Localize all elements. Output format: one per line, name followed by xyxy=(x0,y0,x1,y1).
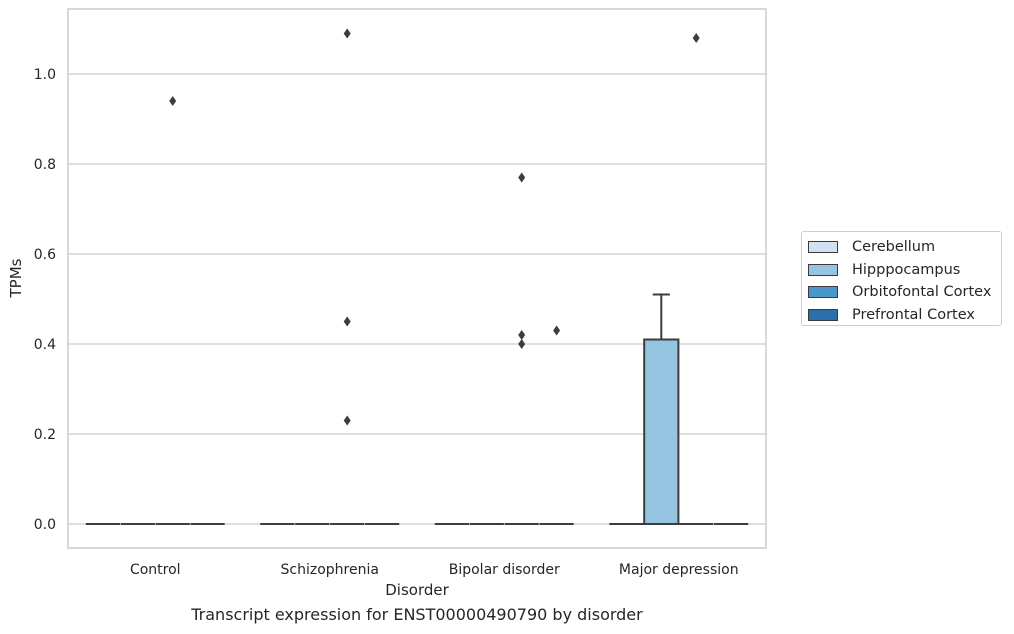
legend-swatch xyxy=(808,263,838,276)
box-body xyxy=(643,338,680,525)
x-tick-label: Bipolar disorder xyxy=(449,562,560,578)
x-tick-label: Control xyxy=(130,562,181,578)
legend-item-orbitofrontal-cortex: Orbitofontal Cortex xyxy=(808,281,1001,304)
legend: Cerebellum Hipppocampus Orbitofontal Cor… xyxy=(801,231,1002,326)
legend-item-cerebellum: Cerebellum xyxy=(808,236,1001,259)
outlier-point xyxy=(692,33,700,43)
legend-item-hippocampus: Hipppocampus xyxy=(808,259,1001,282)
legend-label: Hipppocampus xyxy=(852,261,961,278)
legend-item-prefrontal-cortex: Prefrontal Cortex xyxy=(808,304,1001,327)
x-tick-label: Schizophrenia xyxy=(281,562,379,578)
y-tick-labels: 0.0 0.2 0.4 0.6 0.8 1.0 xyxy=(34,67,56,533)
y-tick-label: 0.0 xyxy=(34,517,56,533)
legend-label: Orbitofontal Cortex xyxy=(852,284,992,301)
box xyxy=(643,293,680,525)
figure-caption: Transcript expression for ENST0000049079… xyxy=(191,605,643,624)
outlier-point xyxy=(553,325,561,336)
outlier-point xyxy=(169,96,177,106)
legend-label: Cerebellum xyxy=(852,239,936,256)
outlier-point xyxy=(343,415,351,426)
y-tick-label: 0.6 xyxy=(34,247,56,263)
y-tick-label: 1.0 xyxy=(34,67,56,83)
plot-frame xyxy=(67,8,767,549)
legend-label: Prefrontal Cortex xyxy=(852,306,975,323)
legend-swatch xyxy=(808,286,838,299)
outlier-point xyxy=(343,28,351,39)
x-tick-labels: Control Schizophrenia Bipolar disorder Majo… xyxy=(130,562,739,578)
x-axis-title: Disorder xyxy=(385,581,449,599)
y-tick-label: 0.8 xyxy=(34,157,56,173)
outlier-point xyxy=(518,172,526,183)
y-tick-label: 0.2 xyxy=(34,427,56,443)
outlier-point xyxy=(518,339,526,349)
x-tick-label: Major depression xyxy=(619,562,739,578)
legend-swatch xyxy=(808,308,838,321)
boxplot-chart: 0.0 0.2 0.4 0.6 0.8 1.0 Control Schizophrenia B… xyxy=(7,8,767,599)
outlier-point xyxy=(518,330,526,340)
outlier-point xyxy=(343,316,351,327)
legend-swatch xyxy=(808,241,838,254)
y-axis-title: TPMs xyxy=(7,258,25,298)
boxes xyxy=(85,293,749,525)
outliers xyxy=(169,28,700,426)
y-tick-label: 0.4 xyxy=(34,337,56,353)
